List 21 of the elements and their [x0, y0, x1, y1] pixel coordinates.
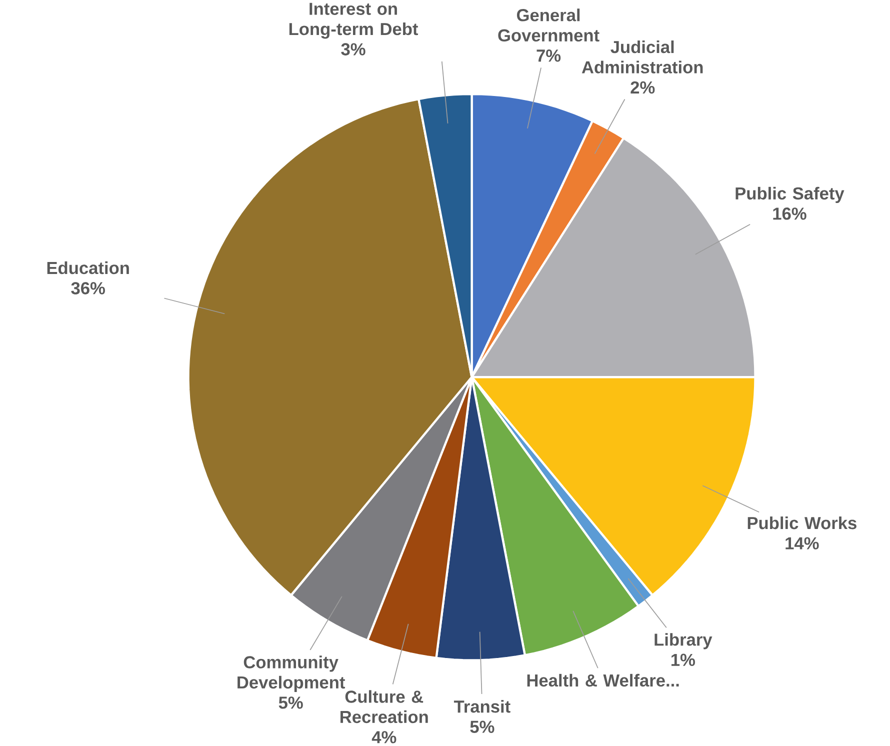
data-label: 3% — [341, 43, 366, 56]
slice-label: Education — [47, 261, 129, 274]
data-label: 5% — [278, 696, 303, 709]
data-label: 1% — [671, 654, 695, 666]
slice-label: General Government — [498, 8, 600, 42]
slice-label: Judicial Administration — [582, 40, 703, 74]
slice-label: Transit — [454, 700, 510, 713]
data-label: 16% — [773, 207, 806, 220]
data-label: 14% — [786, 537, 819, 550]
data-label: 4% — [372, 731, 396, 744]
slice-label: Health & Welfare... — [527, 674, 679, 687]
slice-label: Public Safety — [736, 186, 844, 203]
data-label: 5% — [470, 720, 494, 733]
data-label: 7% — [536, 49, 561, 62]
data-label: 36% — [71, 282, 105, 294]
slice-label: Culture & Recreation — [340, 690, 428, 724]
slice-label: Library — [654, 633, 712, 650]
slice-label: Public Works — [748, 516, 856, 530]
slice-label: Community Development — [238, 656, 346, 692]
data-label: 2% — [630, 81, 655, 94]
slice-label: Interest on Long-term Debt — [289, 2, 418, 39]
